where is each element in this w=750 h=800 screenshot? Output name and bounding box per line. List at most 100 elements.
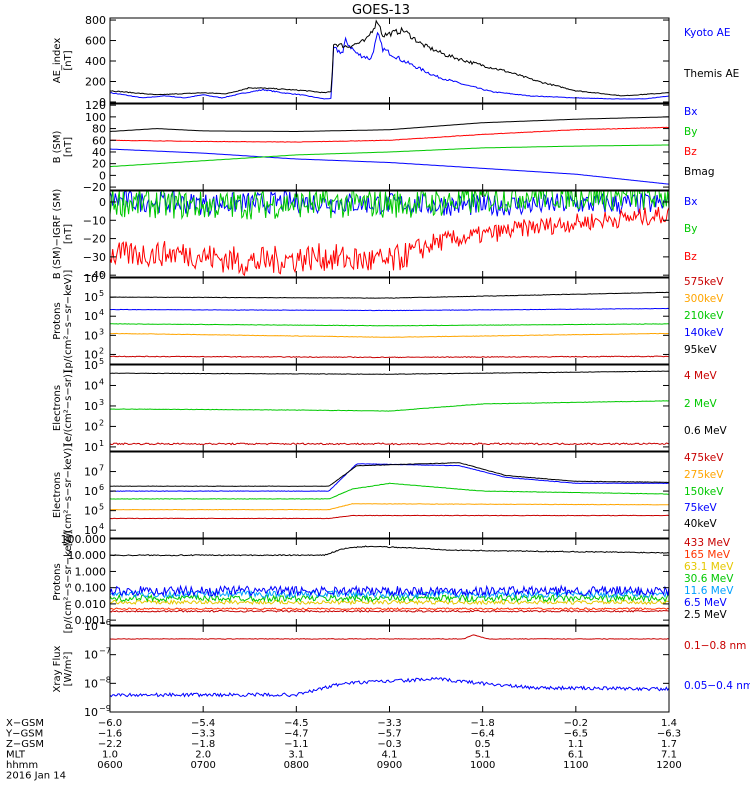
series-line-xray-0 [110, 634, 669, 640]
series-line-bsm-1 [110, 144, 669, 168]
panel-bigrf: −40 −30 −20 −10 0 B (SM)−IGRF (SM) [nT] Bx By Bz [52, 189, 697, 283]
legend-entry: 0.1−0.8 nm [684, 640, 746, 652]
legend-entry: 433 MeV [684, 537, 731, 549]
coordinate-footer: X−GSM −6.0 −5.4 −4.5 −3.3 −1.8 −0.2 1.4Y−GSM −1.… [5, 718, 682, 782]
legend-entry: 2.5 MeV [684, 609, 728, 621]
y-tick-label: 10.000 [68, 549, 107, 562]
legend-entry: 275keV [684, 469, 724, 481]
y-tick-exponent: −6 [99, 618, 111, 627]
y-tick-label: 120 [85, 99, 106, 112]
panel-ae: 0 200 400 600 800 AE_index [nT] Kyoto AE Themis … [52, 14, 739, 109]
y-axis-label: Electrons [52, 385, 63, 431]
legend-entry: 95keV [684, 344, 718, 356]
footer-row-label: Z−GSM [6, 739, 44, 750]
series-line-prot2-6 [110, 545, 669, 557]
legend-entry: 2 MeV [684, 398, 718, 410]
legend-entry: 0.6 MeV [684, 425, 728, 437]
y-tick-label: 0 [99, 196, 106, 209]
series-line-bsm-3 [110, 116, 669, 132]
y-tick-label: 400 [85, 55, 106, 68]
footer-row-value: −1.6 [98, 729, 122, 740]
footer-row-label: Y−GSM [5, 729, 43, 740]
y-tick-label: 10 [84, 706, 98, 719]
legend-entry: Bx [684, 106, 697, 118]
legend-entry: 210keV [684, 310, 724, 322]
footer-row-value: −2.2 [98, 739, 122, 750]
series-line-prot2-2 [110, 599, 669, 606]
y-tick-exponent: 2 [99, 418, 104, 427]
y-axis-label: [e/(cm²−s−sr)] [63, 370, 74, 446]
y-tick-exponent: −8 [99, 675, 111, 684]
footer-row-value: 1.7 [661, 739, 677, 750]
legend-entry: 75keV [684, 502, 718, 514]
footer-row-value: 1.1 [568, 739, 584, 750]
legend-entry: Bz [684, 251, 697, 263]
series-line-elec1-1 [110, 400, 669, 412]
footer-row-value: −1.8 [471, 718, 495, 729]
series-line-prot1-4 [110, 291, 669, 299]
panel-frame [109, 364, 670, 452]
legend-entry: 4 MeV [684, 370, 718, 382]
y-tick-label: 10 [84, 400, 98, 413]
series-line-elec2-2 [110, 482, 669, 500]
footer-row-value: −5.7 [377, 729, 401, 740]
footer-row-value: −4.5 [284, 718, 308, 729]
footer-row-value: −0.3 [377, 739, 401, 750]
footer-row-value: 1000 [470, 760, 495, 771]
footer-row-value: 0800 [284, 760, 309, 771]
y-axis-label: [nT] [63, 137, 74, 157]
footer-row-label: X−GSM [6, 718, 44, 729]
plot-title: GOES-13 [352, 3, 410, 18]
y-tick-label: 10 [84, 329, 98, 342]
y-tick-label: 10 [84, 485, 98, 498]
panel-frame [109, 277, 670, 365]
y-tick-exponent: 4 [99, 522, 104, 531]
series-line-bsm-0 [110, 148, 669, 185]
y-tick-exponent: 5 [99, 289, 104, 298]
footer-row-value: 2.0 [195, 750, 211, 761]
y-tick-label: 10 [84, 466, 98, 479]
legend-entry: 40keV [684, 518, 718, 530]
footer-row-value: −4.7 [284, 729, 308, 740]
footer-row-value: −1.1 [284, 739, 308, 750]
footer-row-value: −6.3 [657, 729, 681, 740]
footer-row-value: −6.5 [564, 729, 588, 740]
series-line-elec2-4 [110, 462, 669, 487]
series-line-bigrf-1 [110, 191, 669, 220]
footer-row-value: −5.4 [191, 718, 215, 729]
legend-entry: By [684, 126, 697, 138]
series-line-prot2-3 [110, 593, 669, 603]
series-line-elec2-1 [110, 503, 669, 511]
legend-entry: 475keV [684, 452, 724, 464]
footer-row-value: 0700 [190, 760, 215, 771]
series-line-xray-1 [110, 676, 669, 698]
y-tick-label: 20 [92, 158, 106, 171]
footer-row-value: 0.5 [475, 739, 491, 750]
y-tick-label: 10 [84, 420, 98, 433]
y-tick-label: 10 [84, 505, 98, 518]
legend-entry: 575keV [684, 276, 724, 288]
legend-entry: Bz [684, 146, 697, 158]
legend-entry: 11.6 MeV [684, 585, 734, 597]
y-tick-exponent: 1 [99, 439, 104, 448]
date-label: 2016 Jan 14 [6, 771, 66, 782]
y-axis-label: Protons [52, 302, 63, 339]
footer-row-value: 0900 [377, 760, 402, 771]
y-tick-exponent: −7 [99, 647, 111, 656]
footer-row-value: 6.1 [568, 750, 584, 761]
series-line-prot1-0 [110, 355, 669, 359]
y-tick-label: 800 [85, 14, 106, 27]
footer-row-value: −0.2 [564, 718, 588, 729]
y-tick-label: 0 [99, 96, 106, 109]
footer-row-value: 1.0 [102, 750, 118, 761]
legend-entry: 63.1 MeV [684, 561, 734, 573]
y-tick-exponent: 5 [99, 357, 104, 366]
y-tick-label: −20 [83, 233, 106, 246]
y-tick-exponent: 5 [99, 503, 104, 512]
y-tick-exponent: 3 [99, 398, 104, 407]
y-tick-label: 200 [85, 75, 106, 88]
y-tick-exponent: 4 [99, 308, 104, 317]
y-axis-label: [nT] [63, 224, 74, 244]
